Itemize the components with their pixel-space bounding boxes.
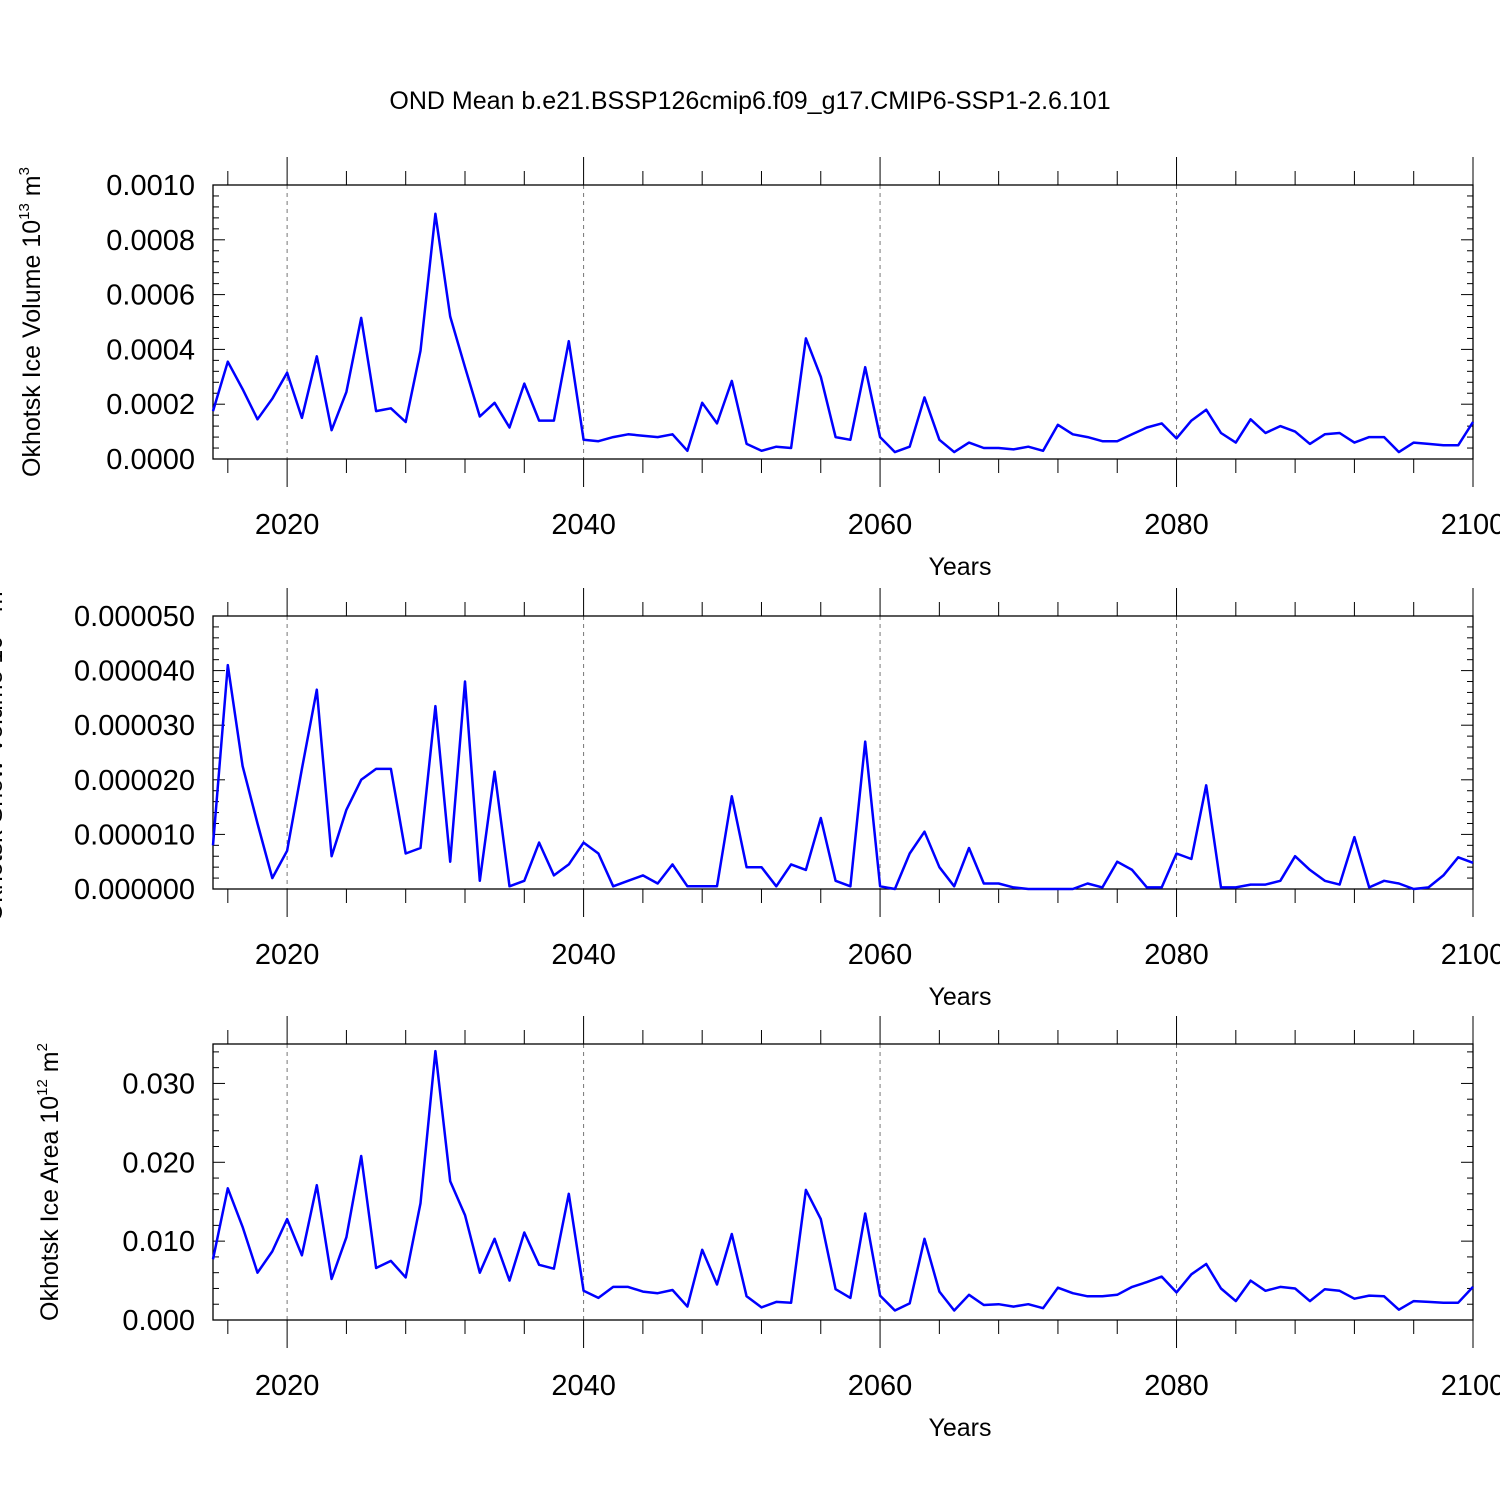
chart-snow-volume-x-tick-label: 2040	[551, 939, 616, 971]
chart-ice-area-frame	[212, 1043, 1474, 1321]
chart-ice-volume-x-tick-label: 2080	[1144, 509, 1209, 541]
chart-snow-volume-y-axis-label-part: Okhotsk Snow Volume 10	[0, 636, 8, 922]
chart-snow-volume-y-tick-label: 0.000000	[74, 874, 195, 906]
chart-snow-volume-series-line	[211, 663, 1474, 891]
chart-ice-area-y-axis-label-part: Okhotsk Ice Area 10	[36, 1096, 64, 1321]
chart-snow-volume-y-axis-label-part: m	[0, 591, 8, 619]
chart-snow-volume-frame	[212, 615, 1474, 890]
chart-ice-area-y-tick-label: 0.030	[122, 1068, 195, 1100]
chart-ice-area-y-axis-label-part: m	[36, 1051, 64, 1079]
chart-ice-area-x-tick-label: 2080	[1144, 1370, 1209, 1402]
chart-ice-volume-x-tick-label: 2060	[848, 509, 913, 541]
chart-ice-volume-y-axis-label-part: Okhotsk Ice Volume 10	[18, 220, 46, 477]
chart-ice-volume-x-tick-label: 2100	[1441, 509, 1500, 541]
panel-snow-volume: 2020 2040 2060 2080 2100 0.000000 0.000010 0.00…	[0, 583, 1500, 1011]
chart-ice-volume-x-axis-label: Years	[928, 553, 991, 581]
chart-snow-volume-y-tick-label: 0.000010	[74, 819, 195, 851]
chart-snow-volume-y-tick-label: 0.000030	[74, 710, 195, 742]
chart-ice-volume-y-tick-label: 0.0006	[106, 280, 195, 312]
panel-ice-volume: 2020 2040 2060 2080 2100 0.0000 0.0002 0.0004 0.…	[16, 157, 1500, 581]
chart-ice-area-y-tick-label: 0.020	[122, 1147, 195, 1179]
chart-snow-volume-x-tick-label: 2080	[1144, 939, 1209, 971]
chart-ice-volume-y-axis-label: Okhotsk Ice Volume 1013 m3	[16, 167, 46, 477]
chart-snow-volume-y-axis-label: Okhotsk Snow Volume 1013 m3	[0, 583, 8, 922]
chart-ice-volume-series-line	[211, 212, 1475, 454]
figure-title: OND Mean b.e21.BSSP126cmip6.f09_g17.CMIP…	[389, 87, 1110, 115]
chart-ice-volume-y-tick-label: 0.0000	[106, 444, 195, 476]
chart-ice-area-x-tick-label: 2020	[255, 1370, 320, 1402]
chart-snow-volume-x-tick-label: 2100	[1441, 939, 1500, 971]
chart-snow-volume-y-tick-label: 0.000020	[74, 765, 195, 797]
chart-ice-volume-y-axis-label-part: 3	[16, 167, 33, 175]
chart-ice-volume-y-tick-label: 0.0008	[106, 225, 195, 257]
chart-ice-volume-y-tick-label: 0.0010	[106, 170, 195, 202]
chart-ice-volume-y-axis-label-part: 13	[16, 203, 33, 220]
chart-snow-volume-y-tick-label: 0.000040	[74, 656, 195, 688]
chart-snow-volume-y-tick-label: 0.000050	[74, 601, 195, 633]
chart-ice-volume-frame	[212, 184, 1474, 460]
chart-ice-area-y-axis-label: Okhotsk Ice Area 1012 m2	[34, 1043, 64, 1321]
chart-ice-volume-y-tick-label: 0.0002	[106, 389, 195, 421]
chart-ice-area-y-axis-label-part: 2	[34, 1043, 51, 1051]
chart-ice-volume-x-tick-label: 2020	[255, 509, 320, 541]
chart-snow-volume-x-tick-label: 2060	[848, 939, 913, 971]
chart-ice-area-x-tick-label: 2040	[551, 1370, 616, 1402]
chart-ice-area-x-tick-label: 2060	[848, 1370, 913, 1402]
chart-ice-volume-y-axis-label-part: m	[18, 175, 46, 203]
chart-ice-volume-x-tick-label: 2040	[551, 509, 616, 541]
chart-ice-area-series-line	[211, 1049, 1474, 1312]
chart-snow-volume-x-axis-label: Years	[928, 983, 991, 1011]
chart-ice-area-x-tick-label: 2100	[1441, 1370, 1500, 1402]
chart-ice-area-x-axis-label: Years	[928, 1414, 991, 1442]
chart-ice-volume-y-tick-label: 0.0004	[106, 334, 195, 366]
chart-ice-area-y-tick-label: 0.000	[122, 1305, 195, 1337]
panel-ice-area: 2020 2040 2060 2080 2100 0.000 0.010 0.020 0.030…	[34, 1016, 1500, 1442]
chart-ice-area-y-axis-label-part: 12	[34, 1079, 51, 1096]
chart-ice-area-y-tick-label: 0.010	[122, 1226, 195, 1258]
chart-snow-volume-x-tick-label: 2020	[255, 939, 320, 971]
